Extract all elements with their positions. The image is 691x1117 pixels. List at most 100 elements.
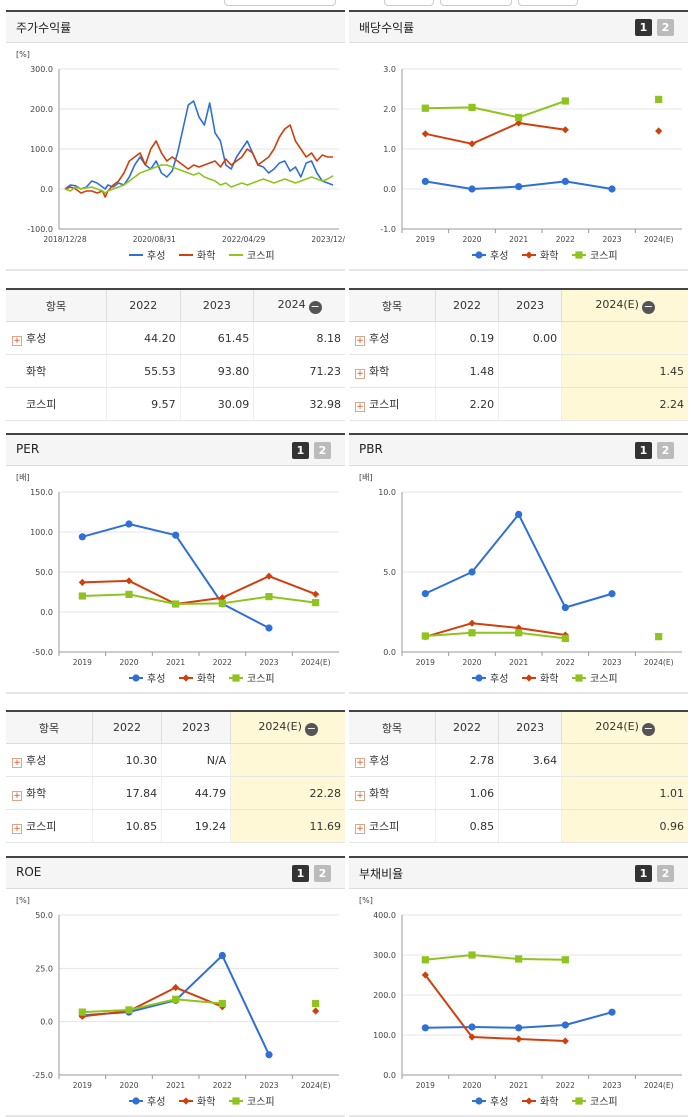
x-tick-label: 2022 <box>556 1081 575 1090</box>
expand-icon[interactable]: + <box>12 336 22 346</box>
row-label-cell: + 코스피 <box>349 809 436 843</box>
legend-label: 코스피 <box>247 673 275 685</box>
legend-marker <box>132 674 140 682</box>
page-1-button[interactable]: 1 <box>635 19 652 36</box>
y-tick-label: 200.0 <box>373 991 396 1000</box>
data-point <box>265 1051 273 1059</box>
x-tick-label: 2022 <box>213 658 232 667</box>
page-2-button[interactable]: 2 <box>657 442 674 459</box>
roe-panel: ROE 1 2 [%] 50.0 25.0 0.0 -25.0 2019 2020 2021 2… <box>6 856 345 1117</box>
top-button-3[interactable] <box>440 0 512 6</box>
data-point <box>312 590 320 598</box>
value-cell: 3.64 <box>498 743 562 777</box>
data-point <box>561 1037 569 1045</box>
data-point <box>421 104 429 112</box>
collapse-icon[interactable]: − <box>308 299 322 314</box>
header-label: 항목 <box>45 299 67 313</box>
data-point <box>468 103 476 111</box>
y-tick-label: -25.0 <box>32 1071 53 1080</box>
data-point <box>468 1023 476 1031</box>
roe-chart: [%] 50.0 25.0 0.0 -25.0 2019 2020 2021 2022 2023 2… <box>6 896 345 1117</box>
x-tick-label: 2023 <box>602 235 621 244</box>
data-point <box>561 1021 569 1029</box>
page-1-button[interactable]: 1 <box>292 865 309 882</box>
pbr-table: 항목 2022 2023 2024(E) − + 후성 2.78 3.64 + 화학 1.06 1.01… <box>349 710 688 843</box>
value-cell <box>561 743 688 777</box>
legend-marker <box>575 251 583 259</box>
page-2-button[interactable]: 2 <box>314 865 331 882</box>
series-line <box>424 513 613 609</box>
data-point <box>421 177 429 185</box>
value-cell: 44.20 <box>106 321 181 355</box>
table-header-cell: 2023 <box>179 288 254 322</box>
table-header-cell: 항목 <box>349 288 436 322</box>
table-row: + 코스피 2.20 2.24 <box>349 387 688 421</box>
page-2-button[interactable]: 2 <box>657 865 674 882</box>
data-point <box>125 520 133 528</box>
table-header-cell: 2022 <box>106 288 181 322</box>
expand-icon[interactable]: + <box>355 402 365 412</box>
collapse-icon[interactable]: − <box>641 721 655 736</box>
series-line <box>425 631 566 640</box>
legend-label: 코스피 <box>247 1096 275 1108</box>
table-header-cell: 2022 <box>91 710 162 744</box>
per-chart: [배]150.0 100.0 50.0 0.0 -50.0 2019 2020 2021 202… <box>6 473 345 694</box>
page-2-button[interactable]: 2 <box>657 19 674 36</box>
table-header-cell: 2022 <box>434 710 499 744</box>
page-1-button[interactable]: 1 <box>635 442 652 459</box>
top-edge <box>0 0 691 6</box>
expand-icon[interactable]: + <box>355 336 365 346</box>
collapse-icon[interactable]: − <box>641 299 655 314</box>
row-label-cell: + 코스피 <box>349 387 436 421</box>
data-point <box>125 590 133 598</box>
legend-marker <box>525 674 533 682</box>
row-label: 화학 <box>369 787 390 800</box>
expand-icon[interactable]: + <box>12 758 22 768</box>
expand-icon[interactable]: + <box>355 758 365 768</box>
data-point <box>468 951 476 959</box>
x-tick-label: 2021 <box>509 235 528 244</box>
y-tick-label: -1.0 <box>380 225 396 234</box>
value-cell <box>498 776 562 810</box>
top-button-4[interactable] <box>518 0 578 6</box>
legend-marker <box>525 251 533 259</box>
table-header-cell: 2022 <box>434 288 499 322</box>
top-button-1[interactable] <box>224 0 336 6</box>
row-label-cell: + 화학 <box>6 776 93 810</box>
x-tick-label: 2023 <box>602 1081 621 1090</box>
data-point <box>468 185 476 193</box>
data-point <box>515 510 523 518</box>
page-2-button[interactable]: 2 <box>314 442 331 459</box>
expand-icon[interactable]: + <box>355 824 365 834</box>
legend-label: 화학 <box>197 1096 215 1108</box>
expand-icon[interactable]: + <box>12 824 22 834</box>
x-tick-label: 2024(E) <box>301 658 331 667</box>
legend-label: 코스피 <box>590 1096 618 1108</box>
x-tick-label: 2022 <box>213 1081 232 1090</box>
expand-icon[interactable]: + <box>12 791 22 801</box>
collapse-icon[interactable]: − <box>304 721 318 736</box>
header-label: 2024 <box>277 297 306 311</box>
header-label: 2024(E) <box>595 297 639 311</box>
expand-icon[interactable]: + <box>355 369 365 379</box>
top-button-2[interactable] <box>384 0 434 6</box>
row-label: 후성 <box>369 754 390 767</box>
y-tick-label: 1.0 <box>383 145 396 154</box>
legend-label: 후성 <box>490 1096 508 1108</box>
page-1-button[interactable]: 1 <box>292 442 309 459</box>
value-cell: 19.24 <box>161 809 231 843</box>
y-tick-label: 100.0 <box>30 145 53 154</box>
row-label-cell: + 후성 <box>6 321 107 355</box>
data-point <box>655 633 663 641</box>
x-tick-label: 2020 <box>462 1081 481 1090</box>
dividend-chart: 3.0 2.0 1.0 0.0 -1.0 2019 2020 2021 2022 2023 2024… <box>349 65 688 271</box>
legend-marker <box>182 1097 190 1105</box>
x-tick-label: 2024(E) <box>644 235 674 244</box>
page-1-button[interactable]: 1 <box>635 865 652 882</box>
data-point <box>421 590 429 598</box>
table-header-cell: 항목 <box>6 710 93 744</box>
data-point <box>265 624 273 632</box>
legend-marker <box>575 674 583 682</box>
panel-title: PER <box>16 442 40 456</box>
expand-icon[interactable]: + <box>355 791 365 801</box>
